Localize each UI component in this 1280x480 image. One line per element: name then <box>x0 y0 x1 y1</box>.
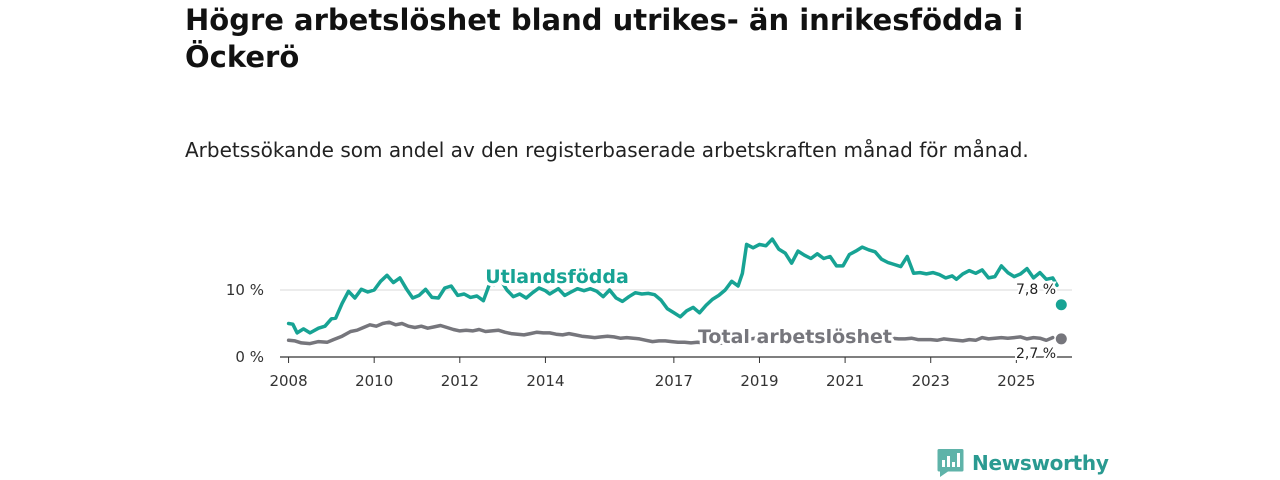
y-tick-label: 10 % <box>226 281 264 299</box>
axes: 0 % 10 % 2008 2010 2012 2014 2017 2019 2021 2023 2… <box>226 281 1036 390</box>
x-tick-label: 2008 <box>269 372 307 390</box>
y-tick-label: 0 % <box>235 348 264 366</box>
end-point-utlandsf-dda <box>1055 299 1067 311</box>
end-point-total-arbetsl-shet <box>1055 333 1067 345</box>
x-tick-label: 2014 <box>526 372 564 390</box>
x-tick-label: 2019 <box>740 372 778 390</box>
end-label-utlandsf-dda: 7,8 % <box>1016 282 1056 298</box>
brand-name: Newsworthy <box>972 451 1109 475</box>
x-tick-label: 2023 <box>912 372 950 390</box>
x-tick-label: 2021 <box>826 372 864 390</box>
newsworthy-brand[interactable]: Newsworthy <box>937 448 1109 478</box>
gridlines <box>280 289 1072 358</box>
x-tick-label: 2017 <box>655 372 693 390</box>
chart-title: Högre arbetslöshet bland utrikes- än inr… <box>185 3 1024 74</box>
end-label-total-arbetsl-shet: 2,7 % <box>1016 346 1056 362</box>
annotations: Utlandsfödda Total arbetslöshet 7,8 % 2,7 % <box>482 263 1058 364</box>
series-lines <box>286 237 1067 346</box>
x-tick-label: 2025 <box>997 372 1035 390</box>
chart-subtitle: Arbetssökande som andel av den registerb… <box>185 138 1029 162</box>
x-tick-label: 2010 <box>355 372 393 390</box>
series-line-total-arbetsl-shet <box>286 320 1055 346</box>
series-line-utlandsf-dda <box>286 237 1059 335</box>
line-chart: 0 % 10 % 2008 2010 2012 2014 2017 2019 2021 2023 2… <box>226 237 1072 390</box>
series-label-utlandsf-dda: Utlandsfödda <box>485 266 629 288</box>
x-tick-label: 2012 <box>441 372 479 390</box>
newsworthy-logo-icon <box>937 449 964 477</box>
series-label-total-arbetsl-shet: Total arbetslöshet <box>698 326 892 348</box>
